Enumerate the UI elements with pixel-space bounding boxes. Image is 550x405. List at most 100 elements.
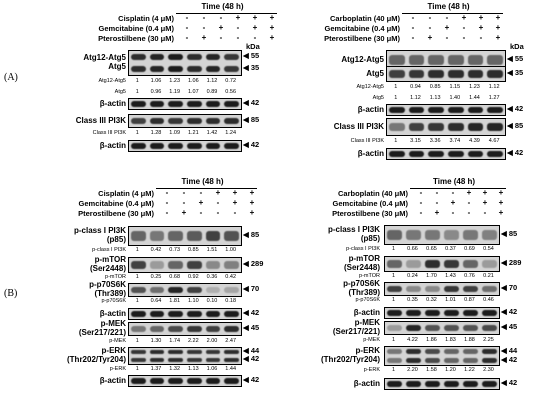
protein-band: [467, 151, 484, 157]
protein-band: [425, 349, 440, 354]
protein-band: [463, 358, 478, 363]
quant-label: p-p70S6K: [101, 298, 126, 304]
quant-value: 0.94: [410, 84, 421, 90]
blot-label-line: β-actin: [99, 98, 126, 108]
quant-value: 1: [135, 298, 139, 304]
blot-label: p-ERK (Thr202/Tyr204): [321, 346, 380, 364]
quant-value: 1.51: [206, 247, 218, 253]
protein-band: [482, 285, 497, 293]
protein-band: [131, 117, 146, 125]
quant-value: 1: [391, 367, 396, 373]
protein-band: [149, 349, 165, 355]
quant-value: 0.96: [150, 89, 162, 95]
treatment-label: Pterostilbene (30 μM): [98, 34, 174, 43]
blot-label: p-MEK (Ser217/221): [333, 318, 380, 336]
treatment-sign: +: [478, 23, 484, 32]
protein-band: [168, 65, 183, 73]
quant-value: 1.24: [225, 130, 237, 136]
protein-band: [487, 151, 503, 157]
quant-value: 1.09: [169, 130, 181, 136]
protein-band: [482, 310, 497, 316]
blot-strip: [128, 98, 242, 110]
quant-value: 1.30: [150, 338, 162, 344]
protein-band: [425, 285, 440, 293]
protein-band: [387, 349, 402, 354]
blot-label: Atg12-Atg5: [341, 55, 384, 64]
protein-band: [463, 310, 478, 316]
protein-band: [482, 260, 497, 268]
protein-band: [224, 357, 239, 363]
mw-marker: ◀ 42: [507, 148, 524, 157]
blot-label-line: p-class I PI3K: [73, 226, 126, 235]
treatment-sign: +: [495, 13, 501, 22]
quant-value: 2.22: [187, 338, 199, 344]
treatment-sign: -: [236, 33, 240, 42]
protein-band: [187, 357, 202, 363]
quant-value: 1.43: [445, 273, 456, 279]
quant-label: p-MEK: [363, 337, 380, 343]
protein-band: [387, 381, 402, 387]
protein-band: [205, 357, 221, 363]
quant-value: 0.65: [426, 246, 437, 252]
protein-band: [482, 358, 497, 363]
protein-band: [168, 117, 183, 125]
treatment-sign: -: [411, 13, 415, 22]
quant-value: 3.36: [429, 138, 441, 144]
treatment-sign: +: [249, 198, 255, 207]
protein-band: [149, 286, 165, 294]
protein-band: [389, 55, 405, 65]
treatment-sign: +: [215, 188, 221, 197]
protein-band: [149, 65, 165, 73]
blot-strip: [384, 225, 500, 245]
treatment-sign: +: [249, 188, 255, 197]
quant-value: 1: [135, 274, 139, 280]
quant-value: 0.87: [464, 297, 475, 303]
mw-marker: ◀ 45: [501, 322, 518, 331]
protein-band: [487, 55, 503, 65]
protein-band: [463, 230, 478, 240]
blot-label-line: p-ERK: [101, 346, 126, 355]
blot-label-line: β-actin: [357, 104, 384, 114]
protein-band: [205, 231, 221, 241]
quant-value: 1.12: [410, 95, 421, 101]
mw-marker: ◀ 42: [243, 140, 260, 149]
protein-band: [187, 65, 202, 73]
blot-strip: [384, 346, 500, 366]
treatment-sign: -: [411, 23, 415, 32]
quant-value: 1: [394, 84, 398, 90]
protein-band: [168, 325, 183, 333]
protein-band: [187, 286, 202, 294]
treatment-sign: -: [411, 33, 415, 42]
protein-band: [187, 378, 202, 384]
protein-band: [168, 311, 183, 317]
protein-band: [387, 358, 402, 363]
quant-value: 1.40: [449, 95, 461, 101]
protein-band: [149, 101, 165, 107]
treatment-sign: -: [451, 208, 455, 217]
quant-label: p-ERK: [109, 366, 126, 372]
protein-band: [168, 101, 183, 107]
protein-band: [205, 261, 221, 269]
treatment-sign: +: [482, 198, 488, 207]
protein-band: [224, 101, 239, 107]
quant-value: 0.42: [150, 247, 162, 253]
quant-value: 0.69: [464, 246, 475, 252]
quant-value: 1.28: [150, 130, 162, 136]
mw-marker: ◀ 42: [243, 354, 260, 363]
treatment-sign: -: [202, 23, 206, 32]
quant-value: 1.32: [169, 366, 181, 372]
protein-band: [131, 311, 146, 317]
treatment-label: Pterostilbene (30 μM): [332, 209, 408, 218]
quant-value: 1.74: [169, 338, 181, 344]
quant-value: 2.20: [407, 367, 418, 373]
quant-label: Class III PI3K: [350, 138, 384, 144]
protein-band: [463, 381, 478, 387]
treatment-sign: -: [435, 188, 439, 197]
treatment-sign: -: [219, 33, 223, 42]
protein-band: [131, 286, 146, 294]
quant-value: 0.73: [169, 247, 181, 253]
quant-value: 1.12: [488, 84, 500, 90]
mw-marker: ◀ 55: [243, 51, 260, 60]
time-divider: [176, 13, 277, 14]
blot-label-line: Atg12-Atg5: [83, 53, 126, 62]
